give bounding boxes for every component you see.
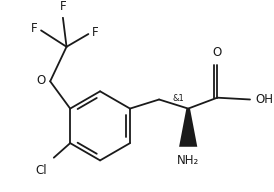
Text: F: F [92, 26, 99, 39]
Text: F: F [59, 0, 66, 13]
Text: OH: OH [255, 93, 273, 106]
Text: O: O [213, 46, 222, 60]
Text: NH₂: NH₂ [177, 154, 199, 167]
Text: &1: &1 [173, 94, 185, 103]
Text: F: F [31, 22, 38, 35]
Polygon shape [179, 109, 197, 147]
Text: Cl: Cl [35, 164, 47, 177]
Text: O: O [36, 74, 46, 87]
